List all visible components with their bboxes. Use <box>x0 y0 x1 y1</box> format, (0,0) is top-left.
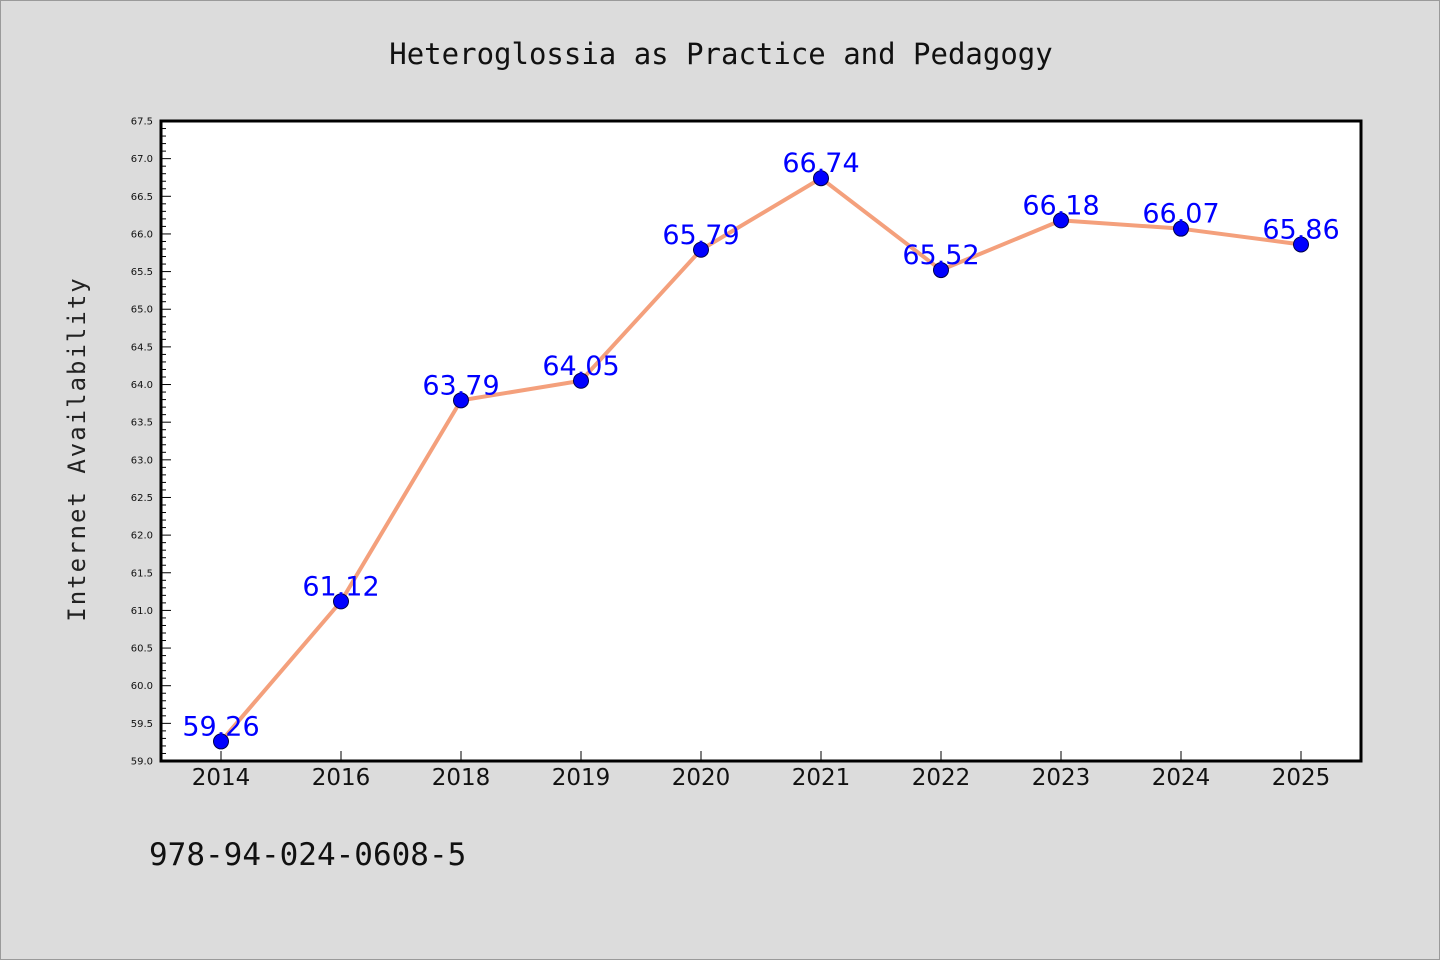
x-axis-ticks: 2014 2016 2018 2019 2020 2021 2022 2023 2024 2025 <box>192 751 1331 791</box>
data-value-label: 65.86 <box>1262 214 1339 245</box>
data-point <box>813 170 829 187</box>
data-point <box>453 392 469 409</box>
y-tick-label: 60.0 <box>131 681 153 692</box>
data-point <box>1173 220 1189 237</box>
x-tick-label: 2021 <box>792 765 851 791</box>
data-point <box>333 593 349 610</box>
x-tick-label: 2025 <box>1272 765 1331 791</box>
data-point <box>1293 236 1309 253</box>
data-value-label: 61.12 <box>302 571 379 602</box>
y-tick-label: 64.5 <box>131 342 153 353</box>
y-tick-label: 66.5 <box>131 192 153 203</box>
y-tick-label: 61.0 <box>131 606 153 617</box>
series-line-group <box>219 176 1303 744</box>
y-tick-label: 67.5 <box>131 117 153 128</box>
x-tick-label: 2018 <box>432 765 491 791</box>
data-value-label: 63.79 <box>422 370 499 401</box>
data-point <box>1053 212 1069 229</box>
y-tick-label: 63.0 <box>131 455 153 466</box>
y-tick-label: 65.0 <box>131 305 153 316</box>
isbn-footnote: 978-94-024-0608-5 <box>149 837 466 873</box>
y-tick-label: 63.5 <box>131 418 153 429</box>
x-tick-label: 2020 <box>672 765 731 791</box>
data-labels: 59.26 61.12 63.79 64.05 65.79 66.74 65.52 66.18… <box>182 148 1339 742</box>
chart-title: Heteroglossia as Practice and Pedagogy <box>389 37 1052 71</box>
data-value-label: 66.07 <box>1142 199 1219 230</box>
data-value-label: 64.05 <box>542 351 619 382</box>
y-tick-label: 59.5 <box>131 719 153 730</box>
data-value-label: 66.74 <box>782 148 859 179</box>
data-point <box>213 733 229 750</box>
x-tick-label: 2019 <box>552 765 611 791</box>
x-tick-label: 2016 <box>312 765 371 791</box>
data-value-label: 65.79 <box>662 220 739 251</box>
data-point-markers <box>213 170 1309 750</box>
data-value-label: 65.52 <box>902 240 979 271</box>
y-tick-label: 60.5 <box>131 644 153 655</box>
data-point <box>933 262 949 279</box>
data-value-label: 66.18 <box>1022 190 1099 221</box>
y-tick-label: 66.0 <box>131 229 153 240</box>
x-tick-label: 2024 <box>1152 765 1211 791</box>
y-tick-label: 64.0 <box>131 380 153 391</box>
y-tick-label: 61.5 <box>131 568 153 579</box>
y-tick-label: 62.0 <box>131 531 153 542</box>
x-tick-label: 2023 <box>1032 765 1091 791</box>
y-tick-label: 67.0 <box>131 154 153 165</box>
y-tick-label: 62.5 <box>131 493 153 504</box>
series-line <box>219 176 1303 744</box>
y-tick-label: 59.0 <box>131 757 153 768</box>
x-tick-label: 2014 <box>192 765 251 791</box>
data-value-label: 59.26 <box>182 711 259 742</box>
x-tick-label: 2022 <box>912 765 971 791</box>
y-tick-label: 65.5 <box>131 267 153 278</box>
data-point <box>693 241 709 258</box>
y-axis-label: Internet Availability <box>63 276 91 621</box>
data-point <box>573 372 589 389</box>
y-axis-ticks: 59.0 59.5 60.0 60.5 61.0 61.5 62.0 62.5 63.0 63.5… <box>131 117 171 768</box>
